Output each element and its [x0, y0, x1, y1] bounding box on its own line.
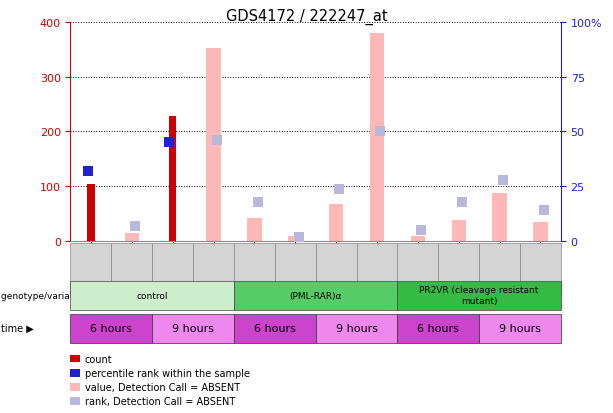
Text: 9 hours: 9 hours — [335, 323, 378, 333]
Text: 6 hours: 6 hours — [91, 323, 132, 333]
Bar — [288, 236, 302, 242]
Text: value, Detection Call = ABSENT: value, Detection Call = ABSENT — [85, 382, 240, 392]
Text: percentile rank within the sample: percentile rank within the sample — [85, 368, 249, 378]
Bar — [169, 117, 177, 242]
Bar — [329, 204, 343, 242]
Text: count: count — [85, 354, 112, 364]
Text: rank, Detection Call = ABSENT: rank, Detection Call = ABSENT — [85, 396, 235, 406]
Text: 9 hours: 9 hours — [499, 323, 541, 333]
Bar — [533, 223, 547, 242]
Text: PR2VR (cleavage resistant
mutant): PR2VR (cleavage resistant mutant) — [419, 286, 539, 305]
Text: 6 hours: 6 hours — [254, 323, 295, 333]
Bar — [247, 218, 262, 242]
Text: control: control — [137, 291, 168, 300]
Bar — [207, 49, 221, 242]
Text: 6 hours: 6 hours — [417, 323, 459, 333]
Bar — [452, 221, 466, 242]
Bar — [492, 193, 507, 242]
Bar — [411, 236, 425, 242]
Bar — [88, 184, 94, 242]
Bar — [370, 34, 384, 242]
Text: GDS4172 / 222247_at: GDS4172 / 222247_at — [226, 9, 387, 25]
Bar — [124, 233, 139, 242]
Text: time ▶: time ▶ — [1, 323, 34, 333]
Text: (PML-RAR)α: (PML-RAR)α — [289, 291, 342, 300]
Text: 9 hours: 9 hours — [172, 323, 214, 333]
Text: genotype/variation ▶: genotype/variation ▶ — [1, 291, 97, 300]
